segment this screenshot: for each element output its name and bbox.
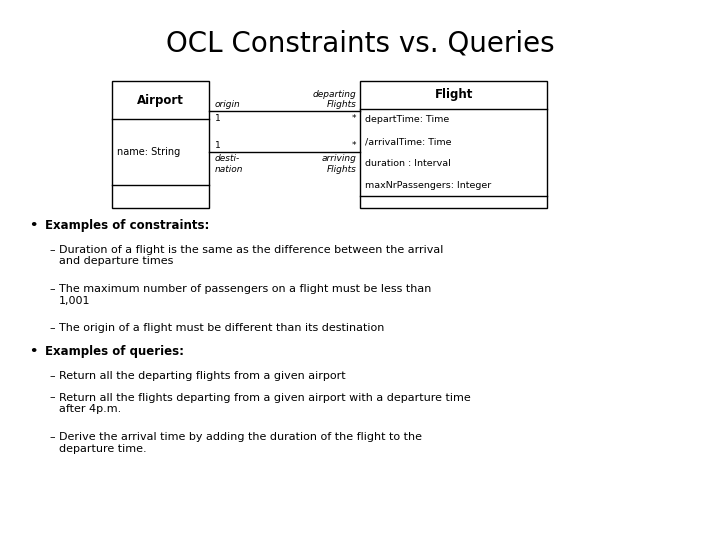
Text: –: – — [49, 284, 55, 294]
Text: 1: 1 — [215, 113, 220, 123]
Text: The origin of a flight must be different than its destination: The origin of a flight must be different… — [59, 323, 384, 334]
Text: departing
Flights: departing Flights — [312, 90, 356, 109]
Text: *: * — [352, 141, 356, 150]
Text: Derive the arrival time by adding the duration of the flight to the
departure ti: Derive the arrival time by adding the du… — [59, 432, 422, 454]
Text: •: • — [29, 219, 37, 232]
Text: •: • — [29, 345, 37, 358]
Text: Airport: Airport — [137, 93, 184, 106]
Text: –: – — [49, 371, 55, 381]
Text: *: * — [352, 113, 356, 123]
Text: maxNrPassengers: Integer: maxNrPassengers: Integer — [365, 181, 491, 190]
Text: arriving
Flights: arriving Flights — [322, 154, 356, 174]
Text: Duration of a flight is the same as the difference between the arrival
and depar: Duration of a flight is the same as the … — [59, 245, 444, 266]
Text: Return all the departing flights from a given airport: Return all the departing flights from a … — [59, 371, 346, 381]
Bar — [112, 81, 209, 208]
Text: origin: origin — [215, 100, 240, 109]
Text: Flight: Flight — [434, 89, 473, 102]
Text: OCL Constraints vs. Queries: OCL Constraints vs. Queries — [166, 30, 554, 58]
Text: desti-
nation: desti- nation — [215, 154, 243, 174]
Text: departTime: Time: departTime: Time — [365, 116, 449, 124]
Text: duration : Interval: duration : Interval — [365, 159, 451, 168]
Text: 1: 1 — [215, 141, 220, 150]
Text: Return all the flights departing from a given airport with a departure time
afte: Return all the flights departing from a … — [59, 393, 471, 414]
Text: –: – — [49, 432, 55, 442]
Bar — [360, 81, 547, 208]
Text: The maximum number of passengers on a flight must be less than
1,001: The maximum number of passengers on a fl… — [59, 284, 431, 306]
Text: Examples of constraints:: Examples of constraints: — [45, 219, 209, 232]
Text: name: String: name: String — [117, 147, 181, 157]
Text: /arrivalTime: Time: /arrivalTime: Time — [365, 137, 451, 146]
Text: Examples of queries:: Examples of queries: — [45, 345, 184, 358]
Text: –: – — [49, 245, 55, 255]
Text: –: – — [49, 393, 55, 403]
Text: –: – — [49, 323, 55, 334]
